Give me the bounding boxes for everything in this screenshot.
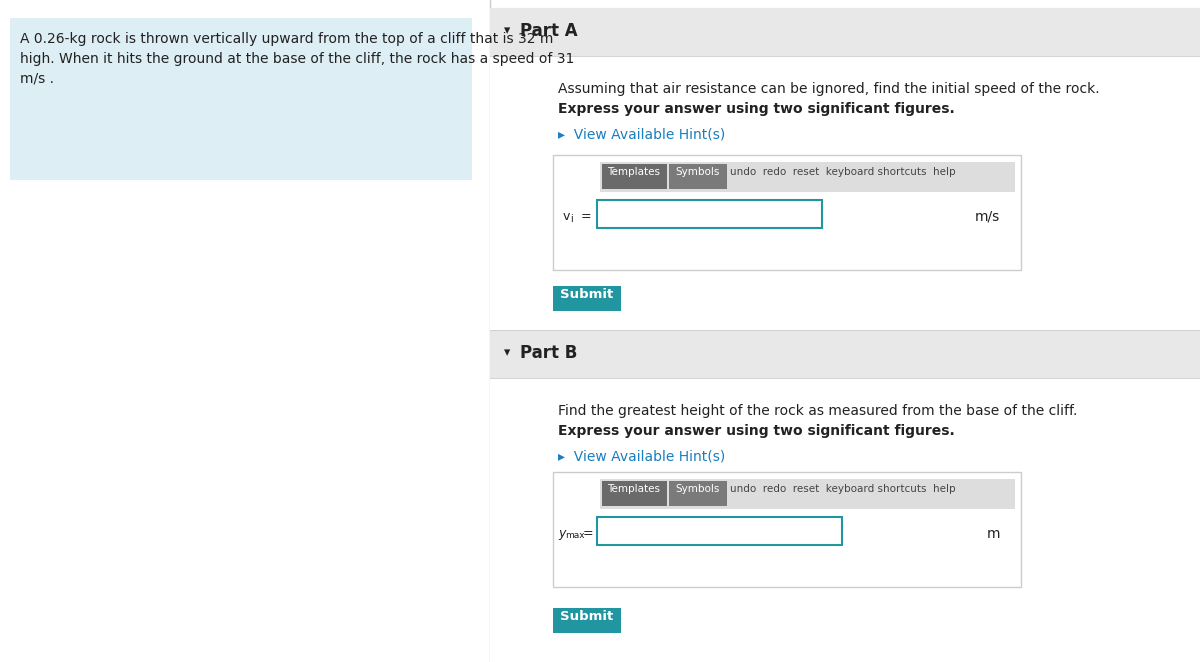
Text: ▸  View Available Hint(s): ▸ View Available Hint(s) [558, 128, 725, 142]
Bar [602, 164, 667, 189]
Text: Express your answer using two significant figures.: Express your answer using two significan… [558, 424, 955, 438]
Text: y: y [558, 527, 565, 540]
Text: Part A: Part A [520, 22, 577, 40]
Text: ▾: ▾ [504, 346, 510, 359]
Text: i: i [570, 214, 572, 224]
Text: =: = [583, 527, 594, 540]
Text: A 0.26-kg rock is thrown vertically upward from the top of a cliff that is 32 m: A 0.26-kg rock is thrown vertically upwa… [20, 32, 553, 46]
Bar [553, 155, 1021, 270]
Text: undo  redo  reset  keyboard shortcuts  help: undo redo reset keyboard shortcuts help [730, 484, 955, 494]
Text: Find the greatest height of the rock as measured from the base of the cliff.: Find the greatest height of the rock as … [558, 404, 1078, 418]
Text: Submit: Submit [560, 288, 613, 301]
Bar [553, 608, 622, 633]
Text: ▸  View Available Hint(s): ▸ View Available Hint(s) [558, 450, 725, 464]
Bar [600, 479, 1015, 509]
Bar [598, 517, 842, 545]
Text: Templates: Templates [607, 167, 660, 177]
Text: ▾: ▾ [504, 24, 510, 37]
Text: Symbols: Symbols [676, 484, 720, 494]
Bar [10, 18, 472, 180]
Bar [490, 330, 1200, 378]
Bar [553, 472, 1021, 587]
Text: Part B: Part B [520, 344, 577, 362]
Bar [602, 481, 667, 506]
Text: Assuming that air resistance can be ignored, find the initial speed of the rock.: Assuming that air resistance can be igno… [558, 82, 1099, 96]
Text: =: = [577, 210, 592, 223]
Text: m/s: m/s [974, 210, 1000, 224]
Text: Symbols: Symbols [676, 167, 720, 177]
Bar [600, 162, 1015, 192]
Text: undo  redo  reset  keyboard shortcuts  help: undo redo reset keyboard shortcuts help [730, 167, 955, 177]
Bar [490, 8, 1200, 56]
Text: Templates: Templates [607, 484, 660, 494]
Text: Express your answer using two significant figures.: Express your answer using two significan… [558, 102, 955, 116]
Text: m: m [986, 527, 1000, 541]
Bar [670, 481, 727, 506]
Text: v: v [563, 210, 570, 223]
Text: m/s .: m/s . [20, 72, 54, 86]
Bar [598, 200, 822, 228]
Bar [490, 378, 1200, 662]
Text: Submit: Submit [560, 610, 613, 623]
Text: max: max [565, 531, 584, 540]
Bar [490, 56, 1200, 346]
Text: high. When it hits the ground at the base of the cliff, the rock has a speed of : high. When it hits the ground at the bas… [20, 52, 575, 66]
Bar [553, 286, 622, 311]
Bar [670, 164, 727, 189]
